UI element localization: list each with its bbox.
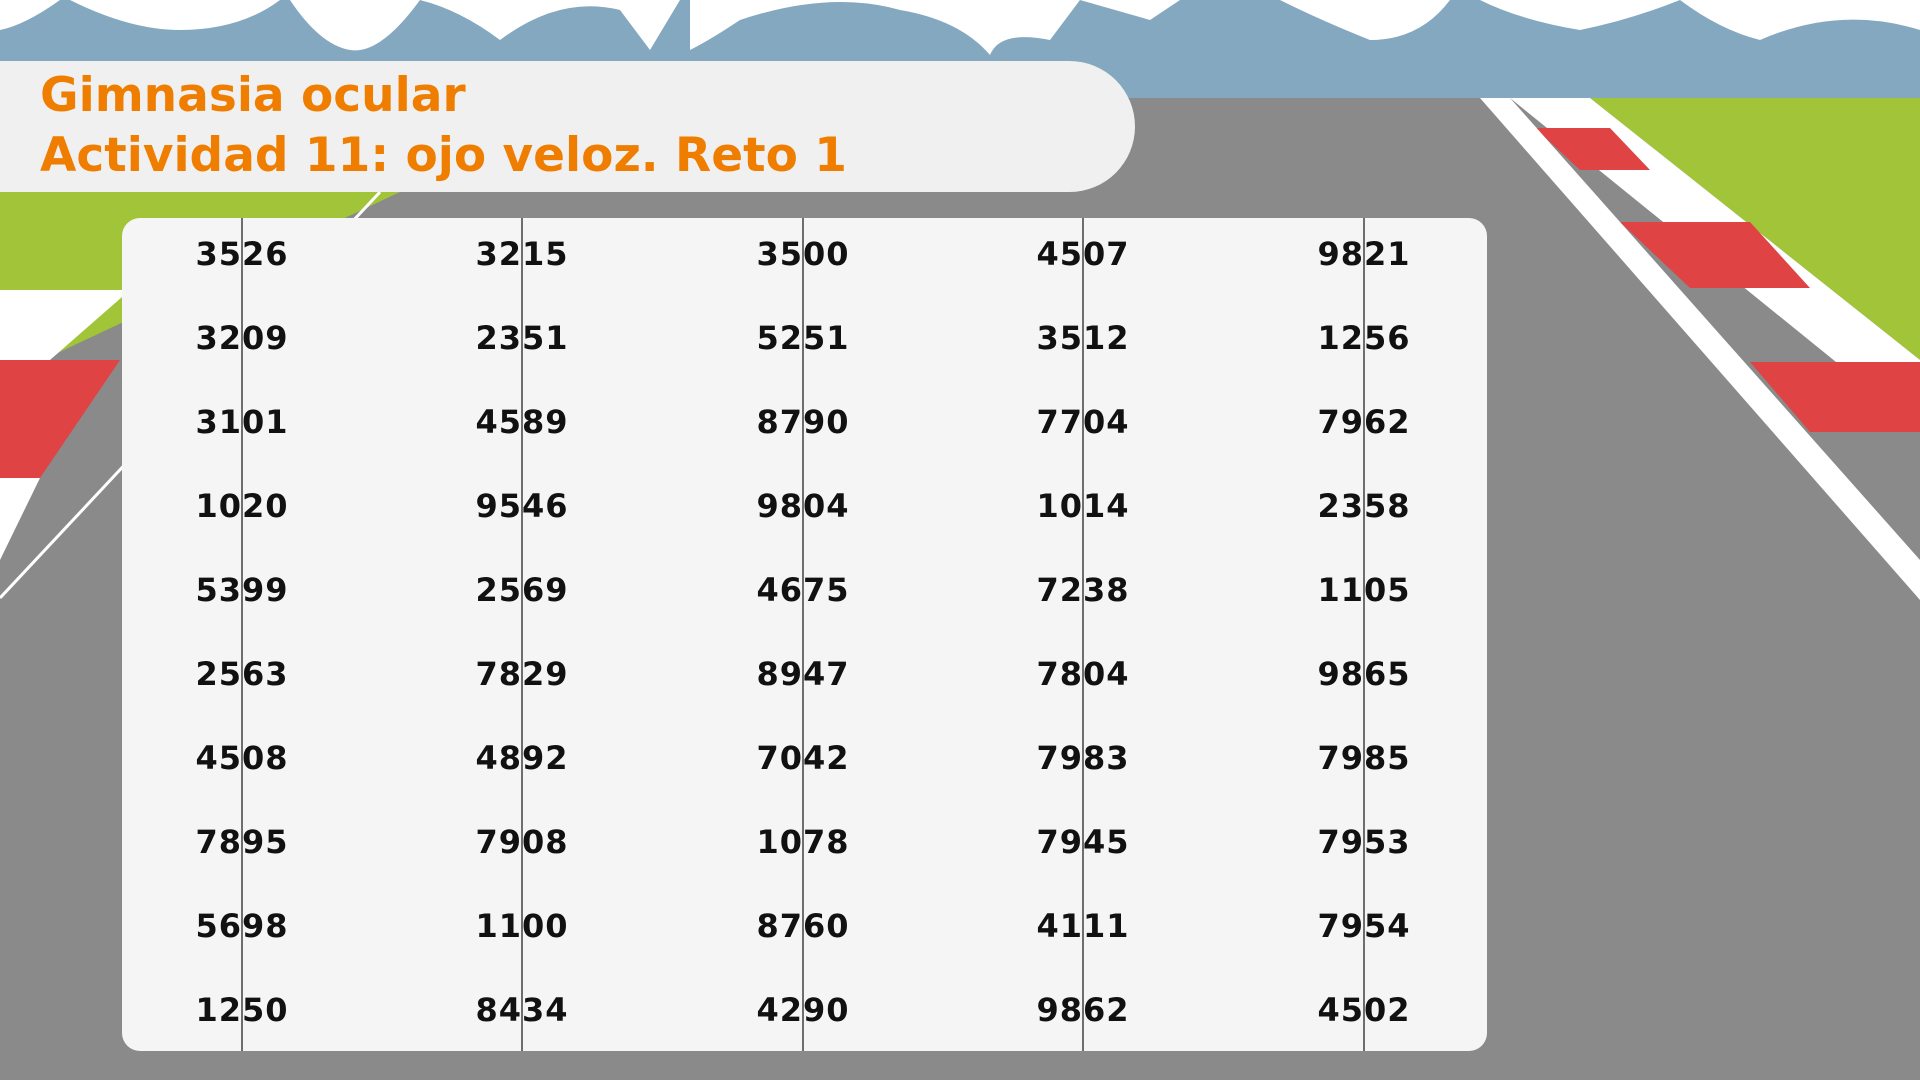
number-cell: 7895: [195, 823, 289, 861]
number-cell: 5399: [195, 571, 289, 609]
number-cell: 8760: [756, 907, 850, 945]
number-cell: 9865: [1317, 655, 1411, 693]
number-cell: 1256: [1317, 319, 1411, 357]
page-title: Gimnasia ocular: [40, 68, 466, 123]
number-cell: 7954: [1317, 907, 1411, 945]
number-cell: 7238: [1036, 571, 1130, 609]
number-cell: 4508: [195, 739, 289, 777]
activity-subtitle: Actividad 11: ojo veloz. Reto 1: [40, 128, 847, 183]
number-cell: 1250: [195, 991, 289, 1029]
number-grid-panel: 3526 3215 3500 4507 9821 3209 2351 5251 3512 1256…: [122, 218, 1487, 1051]
number-cell: 3101: [195, 403, 289, 441]
number-cell: 7983: [1036, 739, 1130, 777]
number-cell: 9862: [1036, 991, 1130, 1029]
title-banner: [0, 61, 1135, 192]
number-cell: 7804: [1036, 655, 1130, 693]
number-cell: 1014: [1036, 487, 1130, 525]
number-cell: 2351: [475, 319, 569, 357]
number-cell: 7042: [756, 739, 850, 777]
number-cell: 9546: [475, 487, 569, 525]
number-cell: 7945: [1036, 823, 1130, 861]
number-cell: 4502: [1317, 991, 1411, 1029]
number-cell: 8947: [756, 655, 850, 693]
number-cell: 1020: [195, 487, 289, 525]
column-guide-line: [1082, 218, 1084, 1051]
number-cell: 2358: [1317, 487, 1411, 525]
number-cell: 7908: [475, 823, 569, 861]
column-guide-line: [521, 218, 523, 1051]
number-cell: 4111: [1036, 907, 1130, 945]
column-guide-line: [241, 218, 243, 1051]
number-cell: 3209: [195, 319, 289, 357]
column-guide-line: [1363, 218, 1365, 1051]
number-cell: 7704: [1036, 403, 1130, 441]
curb-left: [0, 190, 382, 600]
number-cell: 7985: [1317, 739, 1411, 777]
curb-right: [1480, 98, 1920, 600]
number-cell: 4589: [475, 403, 569, 441]
number-cell: 1100: [475, 907, 569, 945]
clouds: [0, 0, 1920, 55]
number-cell: 5698: [195, 907, 289, 945]
number-cell: 3526: [195, 235, 289, 273]
number-cell: 9804: [756, 487, 850, 525]
number-cell: 4507: [1036, 235, 1130, 273]
number-cell: 4290: [756, 991, 850, 1029]
number-cell: 2563: [195, 655, 289, 693]
number-cell: 4892: [475, 739, 569, 777]
number-cell: 1078: [756, 823, 850, 861]
number-cell: 7953: [1317, 823, 1411, 861]
number-cell: 4675: [756, 571, 850, 609]
number-cell: 2569: [475, 571, 569, 609]
number-cell: 7962: [1317, 403, 1411, 441]
number-cell: 3215: [475, 235, 569, 273]
number-cell: 3512: [1036, 319, 1130, 357]
column-guide-line: [802, 218, 804, 1051]
number-cell: 9821: [1317, 235, 1411, 273]
number-cell: 8790: [756, 403, 850, 441]
number-cell: 8434: [475, 991, 569, 1029]
number-cell: 3500: [756, 235, 850, 273]
number-cell: 5251: [756, 319, 850, 357]
number-cell: 7829: [475, 655, 569, 693]
number-cell: 1105: [1317, 571, 1411, 609]
